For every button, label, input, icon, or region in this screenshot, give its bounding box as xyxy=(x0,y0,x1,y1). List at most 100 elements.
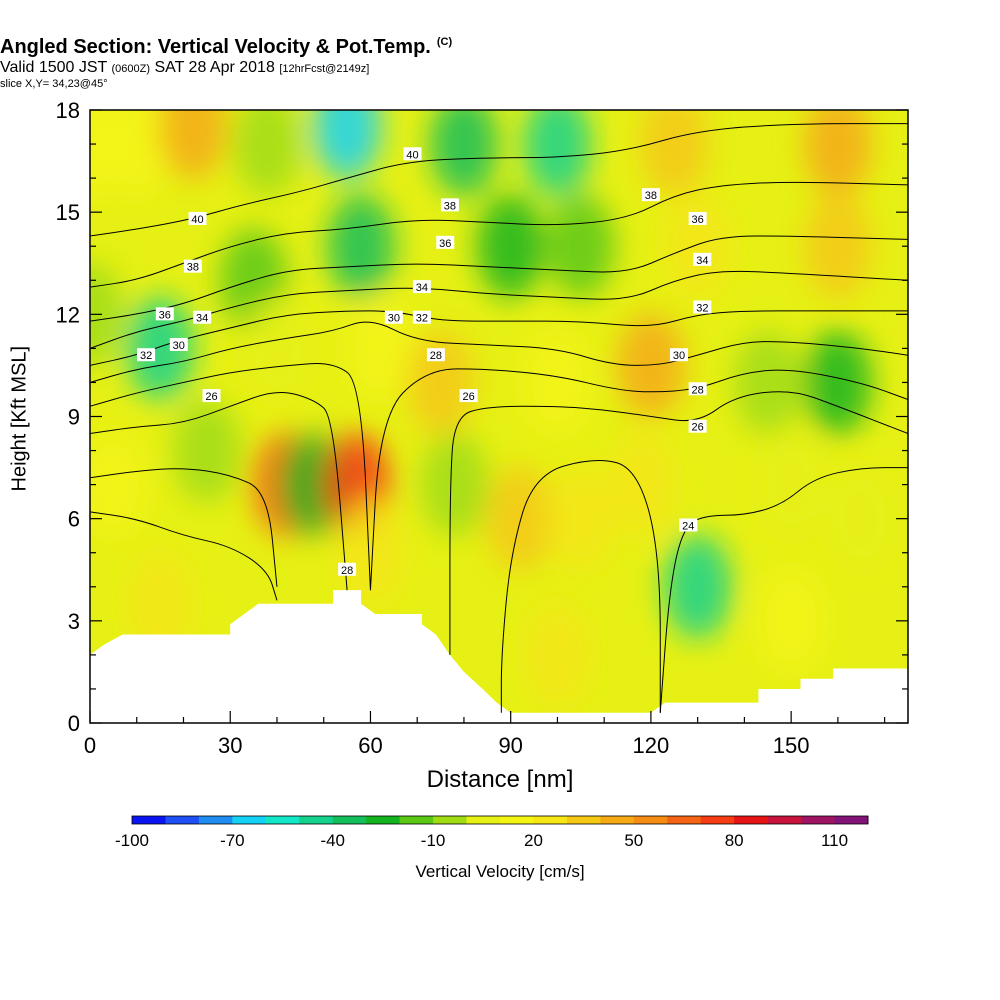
slice-info: slice X,Y= 34,23@45° xyxy=(0,78,108,90)
velocity-cell xyxy=(336,500,405,605)
velocity-cell xyxy=(546,194,615,299)
velocity-cell xyxy=(733,330,802,435)
colorbar-swatch xyxy=(500,816,534,824)
velocity-cell xyxy=(663,194,732,299)
colorbar-swatch xyxy=(600,816,635,824)
colorbar-swatch xyxy=(332,816,367,824)
colorbar-frame xyxy=(131,815,869,825)
isentrope-30 xyxy=(90,321,908,383)
velocity-cell xyxy=(827,466,896,571)
colorbar-swatch xyxy=(232,816,267,824)
contour-label-text: 40 xyxy=(191,214,203,226)
velocity-cell xyxy=(476,194,545,299)
contour-label: 30 xyxy=(384,310,403,325)
contour-label-text: 28 xyxy=(430,350,442,362)
contour-label: 26 xyxy=(202,389,221,403)
velocity-cell xyxy=(546,466,615,571)
isentrope-40 xyxy=(90,123,908,237)
colorbar-tick-label: 110 xyxy=(821,831,848,850)
contour-label: 38 xyxy=(440,198,459,212)
y-tick-label: 18 xyxy=(56,98,80,123)
contour-label-text: 32 xyxy=(140,350,152,362)
velocity-cell xyxy=(406,330,475,435)
contour-label-text: 32 xyxy=(416,313,428,325)
colorbar-swatch xyxy=(366,816,401,824)
contour-label: 30 xyxy=(669,348,688,362)
valid-time-utc: (0600Z) xyxy=(111,63,151,75)
colorbar-swatch xyxy=(801,816,836,824)
y-tick-label: 0 xyxy=(68,711,80,736)
contour-label-text: 26 xyxy=(692,422,704,434)
velocity-cell xyxy=(242,296,311,401)
chart-subtitle: Valid 1500 JST (0600Z) SAT 28 Apr 2018 [… xyxy=(0,59,1000,77)
y-axis-label: Height [Kft MSL] xyxy=(8,345,31,492)
velocity-cell xyxy=(803,330,872,435)
contour-label-text: 30 xyxy=(388,313,400,325)
valid-date: SAT 28 Apr 2018 xyxy=(154,59,275,76)
colorbar-swatch xyxy=(667,816,702,824)
x-tick-label: 150 xyxy=(773,733,810,758)
y-tick-label: 3 xyxy=(68,609,80,634)
velocity-cell xyxy=(90,262,124,367)
isentrope-34 xyxy=(90,270,908,349)
contour-label-text: 34 xyxy=(696,255,708,267)
isentrope-28 xyxy=(90,362,371,591)
velocity-cell xyxy=(126,551,195,656)
contour-label-text: 38 xyxy=(444,200,456,212)
colorbar-swatch xyxy=(633,816,668,824)
contour-label-text: 36 xyxy=(692,214,704,226)
contour-label-text: 30 xyxy=(673,350,685,362)
colorbar-tick-label: -100 xyxy=(115,831,149,850)
contour-label: 32 xyxy=(137,348,156,362)
velocity-cell xyxy=(327,194,396,299)
contour-label: 34 xyxy=(412,280,431,294)
terrain-mask xyxy=(90,590,908,723)
velocity-cell xyxy=(429,110,498,197)
velocity-cell xyxy=(640,110,709,197)
y-tick-label: 15 xyxy=(56,200,80,225)
velocity-cell xyxy=(172,398,241,503)
isentrope-24 xyxy=(90,511,278,601)
contour-label-text: 34 xyxy=(196,313,208,325)
contour-label-text: 28 xyxy=(341,565,353,577)
colorbar-swatch xyxy=(566,816,601,824)
velocity-cell xyxy=(102,110,171,197)
contour-label: 28 xyxy=(688,382,707,396)
y-tick-label: 6 xyxy=(68,507,80,532)
contour-label: 24 xyxy=(679,518,698,532)
velocity-cell xyxy=(420,432,489,537)
velocity-cell xyxy=(313,110,382,180)
contour-label-text: 24 xyxy=(682,520,694,532)
contour-label-text: 38 xyxy=(645,190,657,202)
copyright-mark: (C) xyxy=(436,36,453,49)
contour-label: 32 xyxy=(412,310,431,325)
velocity-cell xyxy=(803,194,872,299)
velocity-cell xyxy=(523,330,592,435)
contour-label: 30 xyxy=(169,337,188,352)
isentrope-36 xyxy=(90,235,908,322)
x-tick-label: 0 xyxy=(84,733,96,758)
contour-label: 36 xyxy=(155,307,174,321)
x-tick-label: 120 xyxy=(633,733,670,758)
colorbar-swatch xyxy=(399,816,434,824)
colorbar-label: Vertical Velocity [cm/s] xyxy=(415,862,585,881)
colorbar-tick-label: -40 xyxy=(320,831,345,850)
contour-label: 28 xyxy=(338,562,357,577)
contour-label: 26 xyxy=(459,389,478,403)
chart-title-text: Angled Section: Vertical Velocity & Pot.… xyxy=(0,36,431,58)
contour-label-text: 26 xyxy=(205,391,217,403)
contour-label-text: 26 xyxy=(462,391,474,403)
velocity-cell xyxy=(523,602,592,707)
contour-label: 36 xyxy=(688,211,707,226)
isentrope-26 xyxy=(90,391,348,591)
contour-label-text: 28 xyxy=(692,384,704,396)
isentrope-26 xyxy=(449,391,908,655)
contour-label: 40 xyxy=(403,147,422,161)
colorbar-swatch xyxy=(198,816,233,824)
colorbar-swatch xyxy=(533,816,568,824)
velocity-cell xyxy=(607,432,676,537)
valid-time: Valid 1500 JST xyxy=(0,59,108,76)
colorbar-swatch xyxy=(767,816,802,824)
isentrope-38 xyxy=(90,181,908,288)
